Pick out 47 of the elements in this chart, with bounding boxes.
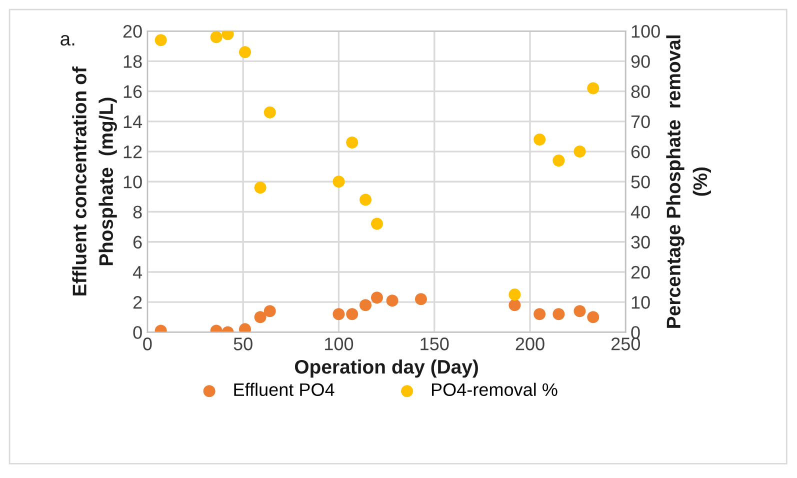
y2-tick-label: 40: [630, 206, 650, 218]
y2-axis-title: Percentage Phosphate removal (%): [666, 36, 711, 328]
legend-label: Effluent PO4: [234, 382, 334, 396]
point: [534, 133, 546, 146]
point: [552, 154, 565, 167]
text: a.: [60, 34, 74, 46]
point: [210, 31, 222, 44]
point: [238, 46, 252, 58]
y2-tick-label: 10: [632, 296, 650, 309]
point: [332, 176, 345, 188]
x-tick-label: 100: [325, 338, 354, 350]
point: [370, 218, 383, 230]
y-axis-title: Effluent concentration of Phosphate (mg/L): [72, 66, 117, 296]
y-tick-label: 0: [133, 326, 142, 339]
x-tick-label: 200: [516, 338, 544, 350]
point: [359, 194, 372, 206]
y-tick-label: 8: [133, 206, 142, 218]
x-tick-label: 250: [611, 338, 640, 350]
y2-tick-label: 90: [631, 55, 650, 68]
y-tick-label: 20: [123, 25, 142, 38]
y2-tick-label: 30: [631, 236, 650, 249]
point: [254, 182, 266, 194]
x-tick-label: 150: [420, 338, 449, 350]
y-tick-label: 10: [124, 176, 142, 188]
y-tick-label: 18: [124, 55, 142, 68]
y2-tick-label: 70: [631, 115, 650, 128]
point: [574, 146, 586, 158]
point: [154, 34, 167, 46]
point: [587, 82, 600, 94]
x-axis-title: Operation day (Day): [294, 359, 478, 378]
point: [508, 288, 521, 301]
y-tick-label: 2: [133, 296, 142, 309]
y2-tick-label: 60: [631, 145, 650, 158]
y-tick-label: 6: [133, 236, 142, 249]
point: [346, 136, 358, 149]
x-tick-label: 0: [143, 338, 152, 350]
point: [264, 106, 276, 118]
y-tick-label: 16: [124, 85, 142, 98]
y-tick-label: 4: [132, 266, 142, 279]
y-tick-label: 14: [124, 116, 142, 128]
y2-tick-label: 100: [632, 25, 660, 38]
y2-tick-label: 80: [631, 85, 650, 98]
legend-label: PO4-removal %: [432, 382, 558, 396]
y-tick-label: 12: [124, 145, 142, 158]
x-tick-label: 50: [234, 338, 252, 350]
y2-tick-label: 50: [631, 176, 650, 188]
y2-tick-label: 20: [631, 266, 650, 279]
